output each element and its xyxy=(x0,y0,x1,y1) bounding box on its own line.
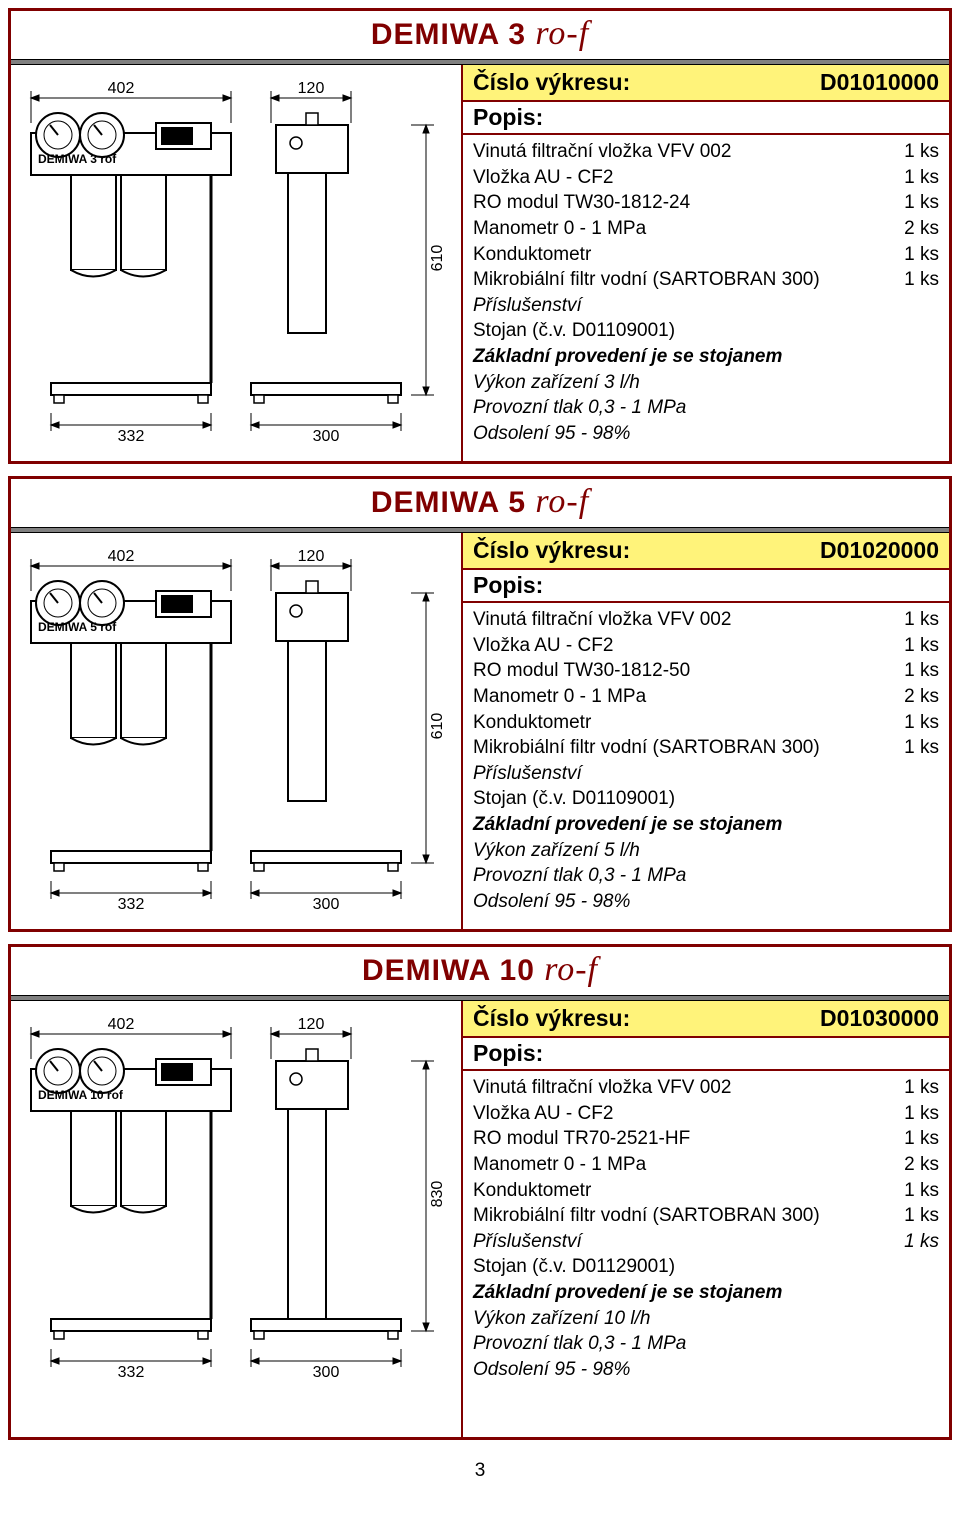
spec-row: Manometr 0 - 1 MPa2 ks xyxy=(473,216,939,242)
spec-row: RO modul TR70-2521-HF1 ks xyxy=(473,1126,939,1152)
title-script: ro-f xyxy=(535,15,589,52)
product-section: DEMIWA 10 ro-f 402 120 DEMIWA 10 rof xyxy=(8,944,952,1440)
svg-text:610: 610 xyxy=(429,245,446,272)
svg-text:120: 120 xyxy=(298,548,325,565)
svg-text:332: 332 xyxy=(118,428,145,445)
desalination-line: Odsolení 95 - 98% xyxy=(473,889,939,915)
svg-text:402: 402 xyxy=(108,1016,135,1033)
svg-text:300: 300 xyxy=(313,428,340,445)
spec-row: Vinutá filtrační vložka VFV 0021 ks xyxy=(473,1075,939,1101)
svg-text:DEMIWA 10 rof: DEMIWA 10 rof xyxy=(38,1088,124,1102)
svg-text:332: 332 xyxy=(118,896,145,913)
technical-drawing: 402 120 DEMIWA 5 rof 332 xyxy=(11,533,461,929)
spec-row: Konduktometr1 ks xyxy=(473,1178,939,1204)
title-script: ro-f xyxy=(544,951,598,988)
description-label: Popis: xyxy=(463,1038,949,1071)
svg-text:300: 300 xyxy=(313,1364,340,1381)
accessory-stand: Stojan (č.v. D01109001) xyxy=(473,786,939,812)
spec-row: Konduktometr1 ks xyxy=(473,242,939,268)
drawing-number-row: Číslo výkresu: D01030000 xyxy=(463,1001,949,1038)
spec-row: Manometr 0 - 1 MPa2 ks xyxy=(473,1152,939,1178)
section-title: DEMIWA 10 ro-f xyxy=(11,947,949,995)
accessory-header: Příslušenství xyxy=(473,761,939,787)
section-title: DEMIWA 3 ro-f xyxy=(11,11,949,59)
svg-text:402: 402 xyxy=(108,548,135,565)
title-script: ro-f xyxy=(535,483,589,520)
spec-row: Mikrobiální filtr vodní (SARTOBRAN 300)1… xyxy=(473,1203,939,1229)
info-panel: Číslo výkresu: D01030000 Popis: Vinutá f… xyxy=(461,1001,949,1437)
page-number: 3 xyxy=(8,1460,952,1482)
drawing-number: D01020000 xyxy=(820,537,939,564)
svg-text:610: 610 xyxy=(429,713,446,740)
technical-drawing: 402 120 DEMIWA 3 rof 332 xyxy=(11,65,461,461)
spec-row: RO modul TW30-1812-241 ks xyxy=(473,190,939,216)
info-panel: Číslo výkresu: D01010000 Popis: Vinutá f… xyxy=(461,65,949,461)
spec-row: RO modul TW30-1812-501 ks xyxy=(473,658,939,684)
spec-row: Příslušenství1 ks xyxy=(473,1229,939,1255)
svg-text:830: 830 xyxy=(429,1181,446,1208)
desalination-line: Odsolení 95 - 98% xyxy=(473,1357,939,1383)
svg-text:332: 332 xyxy=(118,1364,145,1381)
spec-row: Vinutá filtrační vložka VFV 0021 ks xyxy=(473,607,939,633)
section-title: DEMIWA 5 ro-f xyxy=(11,479,949,527)
svg-text:120: 120 xyxy=(298,80,325,97)
drawing-label: Číslo výkresu: xyxy=(473,69,630,96)
base-config: Základní provedení je se stojanem xyxy=(473,812,939,838)
info-panel: Číslo výkresu: D01020000 Popis: Vinutá f… xyxy=(461,533,949,929)
spec-list: Vinutá filtrační vložka VFV 0021 ksVložk… xyxy=(463,603,949,925)
pressure-line: Provozní tlak 0,3 - 1 MPa xyxy=(473,1331,939,1357)
accessory-header: Příslušenství xyxy=(473,293,939,319)
base-config: Základní provedení je se stojanem xyxy=(473,344,939,370)
drawing-number-row: Číslo výkresu: D01020000 xyxy=(463,533,949,570)
accessory-stand: Stojan (č.v. D01129001) xyxy=(473,1254,939,1280)
spec-list: Vinutá filtrační vložka VFV 0021 ksVložk… xyxy=(463,1071,949,1393)
svg-text:DEMIWA 5 rof: DEMIWA 5 rof xyxy=(38,620,117,634)
spec-row: Manometr 0 - 1 MPa2 ks xyxy=(473,684,939,710)
svg-text:300: 300 xyxy=(313,896,340,913)
spec-row: Mikrobiální filtr vodní (SARTOBRAN 300)1… xyxy=(473,267,939,293)
desalination-line: Odsolení 95 - 98% xyxy=(473,421,939,447)
base-config: Základní provedení je se stojanem xyxy=(473,1280,939,1306)
drawing-label: Číslo výkresu: xyxy=(473,537,630,564)
performance-line: Výkon zařízení 3 l/h xyxy=(473,370,939,396)
performance-line: Výkon zařízení 10 l/h xyxy=(473,1306,939,1332)
accessory-stand: Stojan (č.v. D01109001) xyxy=(473,318,939,344)
pressure-line: Provozní tlak 0,3 - 1 MPa xyxy=(473,863,939,889)
technical-drawing: 402 120 DEMIWA 10 rof 332 xyxy=(11,1001,461,1437)
drawing-number: D01010000 xyxy=(820,69,939,96)
svg-text:120: 120 xyxy=(298,1016,325,1033)
drawing-number: D01030000 xyxy=(820,1005,939,1032)
drawing-number-row: Číslo výkresu: D01010000 xyxy=(463,65,949,102)
title-main: DEMIWA 10 xyxy=(362,954,535,987)
spec-row: Vložka AU - CF21 ks xyxy=(473,165,939,191)
spec-row: Vinutá filtrační vložka VFV 0021 ks xyxy=(473,139,939,165)
title-main: DEMIWA 5 xyxy=(371,486,526,519)
drawing-label: Číslo výkresu: xyxy=(473,1005,630,1032)
pressure-line: Provozní tlak 0,3 - 1 MPa xyxy=(473,395,939,421)
svg-text:402: 402 xyxy=(108,80,135,97)
description-label: Popis: xyxy=(463,570,949,603)
spec-row: Vložka AU - CF21 ks xyxy=(473,633,939,659)
spec-list: Vinutá filtrační vložka VFV 0021 ksVložk… xyxy=(463,135,949,457)
product-section: DEMIWA 3 ro-f 402 120 DEMIWA 3 rof xyxy=(8,8,952,464)
performance-line: Výkon zařízení 5 l/h xyxy=(473,838,939,864)
spec-row: Konduktometr1 ks xyxy=(473,710,939,736)
spec-row: Vložka AU - CF21 ks xyxy=(473,1101,939,1127)
description-label: Popis: xyxy=(463,102,949,135)
product-section: DEMIWA 5 ro-f 402 120 DEMIWA 5 rof xyxy=(8,476,952,932)
title-main: DEMIWA 3 xyxy=(371,18,526,51)
spec-row: Mikrobiální filtr vodní (SARTOBRAN 300)1… xyxy=(473,735,939,761)
svg-text:DEMIWA 3 rof: DEMIWA 3 rof xyxy=(38,152,117,166)
